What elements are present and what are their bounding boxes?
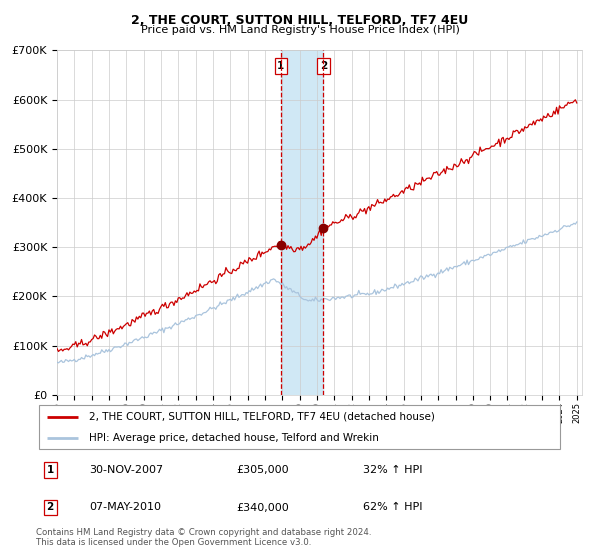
Text: 2, THE COURT, SUTTON HILL, TELFORD, TF7 4EU: 2, THE COURT, SUTTON HILL, TELFORD, TF7 …: [131, 14, 469, 27]
Text: 2: 2: [320, 61, 327, 71]
Bar: [281, 50, 323, 395]
Text: 1: 1: [277, 61, 284, 71]
Text: 1: 1: [47, 465, 54, 475]
Text: 30-NOV-2007: 30-NOV-2007: [89, 465, 163, 475]
Text: 62% ↑ HPI: 62% ↑ HPI: [364, 502, 423, 512]
Text: HPI: Average price, detached house, Telford and Wrekin: HPI: Average price, detached house, Telf…: [89, 433, 379, 444]
Text: 2: 2: [47, 502, 54, 512]
Text: 2, THE COURT, SUTTON HILL, TELFORD, TF7 4EU (detached house): 2, THE COURT, SUTTON HILL, TELFORD, TF7 …: [89, 412, 434, 422]
Text: 07-MAY-2010: 07-MAY-2010: [89, 502, 161, 512]
Text: 32% ↑ HPI: 32% ↑ HPI: [364, 465, 423, 475]
Text: Price paid vs. HM Land Registry's House Price Index (HPI): Price paid vs. HM Land Registry's House …: [140, 25, 460, 35]
Text: Contains HM Land Registry data © Crown copyright and database right 2024.
This d: Contains HM Land Registry data © Crown c…: [36, 528, 371, 547]
Text: £340,000: £340,000: [236, 502, 289, 512]
Text: £305,000: £305,000: [236, 465, 289, 475]
FancyBboxPatch shape: [38, 405, 560, 449]
